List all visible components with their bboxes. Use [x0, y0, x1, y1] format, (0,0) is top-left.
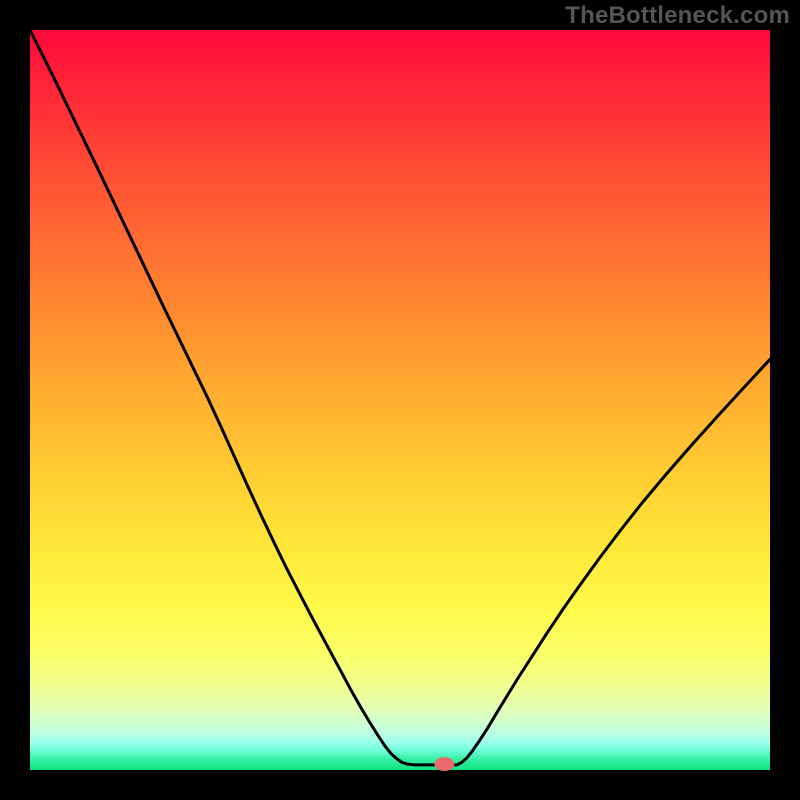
watermark-text: TheBottleneck.com — [565, 2, 790, 30]
optimal-point-marker — [434, 757, 454, 771]
chart-container: TheBottleneck.com — [0, 0, 800, 800]
bottleneck-chart — [0, 0, 800, 800]
plot-background — [30, 30, 770, 770]
